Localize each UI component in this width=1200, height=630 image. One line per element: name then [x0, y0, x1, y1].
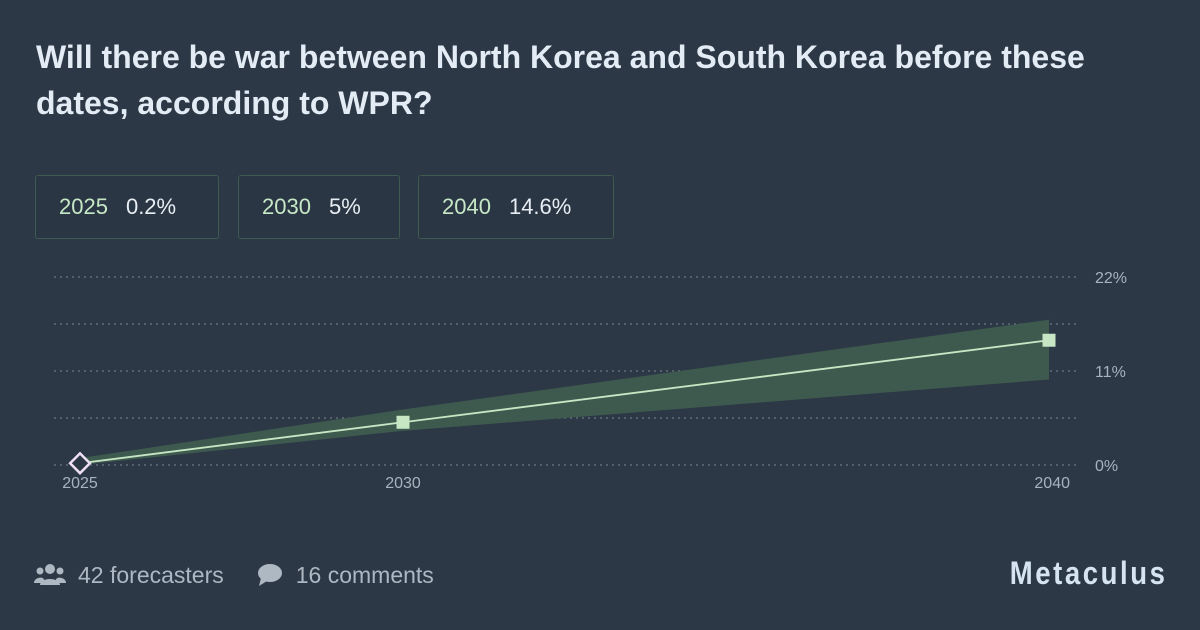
- data-point: [68, 451, 92, 475]
- forecast-pill-2025[interactable]: 2025 0.2%: [35, 175, 219, 239]
- pill-label: 2030: [262, 194, 311, 219]
- comments-count: 16 comments: [295, 561, 434, 588]
- data-point: [1042, 333, 1056, 347]
- x-tick-label: 2025: [62, 475, 98, 492]
- pill-value: 5%: [328, 194, 361, 219]
- data-point: [396, 415, 410, 429]
- forecasters-count: 42 forecasters: [78, 561, 224, 588]
- pill-label: 2040: [442, 194, 491, 219]
- question-title: Will there be war between North Korea an…: [36, 39, 1085, 121]
- comments-stat[interactable]: 16 comments: [256, 562, 434, 589]
- series-line: [79, 339, 1050, 465]
- metaculus-logo[interactable]: Metaculus: [1009, 555, 1167, 591]
- forecast-chart: 0% 11% 22% 2025 2030 2040: [54, 270, 1127, 492]
- forecast-pill-2040[interactable]: 2040 14.6%: [418, 175, 614, 239]
- uncertainty-band: [80, 319, 1049, 465]
- x-tick-label: 2040: [1034, 475, 1070, 492]
- comment-icon: [257, 564, 282, 586]
- pill-label: 2025: [59, 194, 108, 219]
- pill-value: 14.6%: [508, 194, 572, 219]
- y-tick-label: 11%: [1095, 364, 1126, 381]
- y-tick-label: 0%: [1095, 458, 1118, 475]
- users-icon: [34, 564, 66, 585]
- x-tick-label: 2030: [385, 475, 421, 492]
- forecasters-stat[interactable]: 42 forecasters: [34, 562, 224, 589]
- forecast-pill-2030[interactable]: 2030 5%: [238, 175, 400, 239]
- y-tick-label: 22%: [1095, 270, 1127, 287]
- pill-value: 0.2%: [125, 194, 177, 219]
- footer-stats: 42 forecasters 16 comments: [34, 558, 466, 592]
